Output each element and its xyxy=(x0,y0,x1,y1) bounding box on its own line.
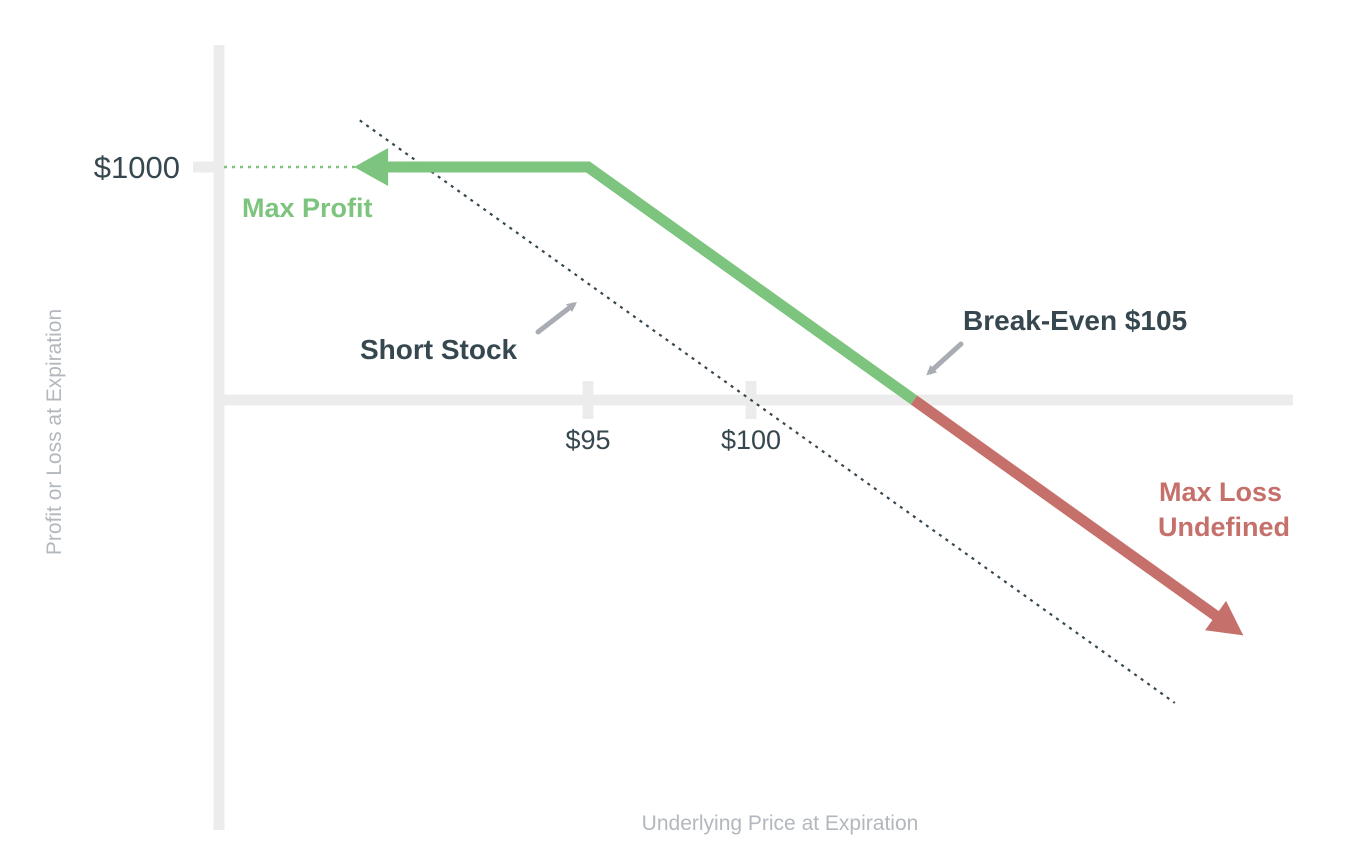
max-loss-arrowhead xyxy=(1205,600,1244,636)
loss-line xyxy=(910,395,1224,624)
max-profit-arrowhead xyxy=(354,148,389,186)
y-axis-title: Profit or Loss at Expiration xyxy=(43,309,66,555)
profit-line xyxy=(376,161,918,405)
short-stock-line xyxy=(359,119,1176,704)
y-tick-label-1000: $1000 xyxy=(94,150,180,185)
max-loss-label-line2: Undefined xyxy=(1158,512,1290,542)
x-tick-label-95: $95 xyxy=(565,425,610,455)
max-loss-label-line1: Max Loss xyxy=(1159,477,1282,507)
x-axis-title: Underlying Price at Expiration xyxy=(642,812,919,835)
max-profit-label: Max Profit xyxy=(242,193,373,223)
x-tick-label-100: $100 xyxy=(721,425,781,455)
short-stock-annotation-arrow xyxy=(535,301,577,335)
short-stock-label: Short Stock xyxy=(360,334,518,365)
break-even-annotation-arrow xyxy=(926,341,964,376)
break-even-label: Break-Even $105 xyxy=(963,305,1187,336)
